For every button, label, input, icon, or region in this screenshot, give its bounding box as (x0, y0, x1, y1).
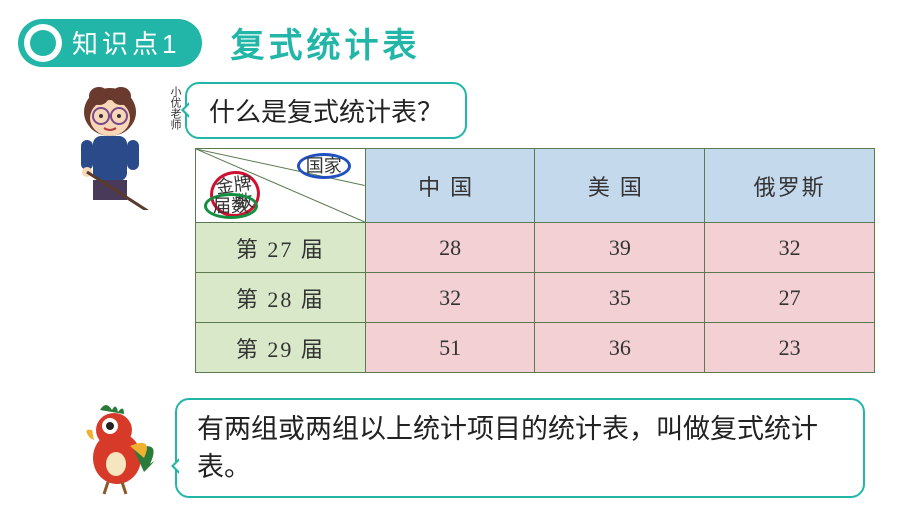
table-row: 第 28 届 32 35 27 (196, 273, 875, 323)
data-cell: 32 (705, 223, 875, 273)
teacher-icon (55, 80, 175, 210)
data-cell: 51 (365, 323, 535, 373)
table-header-row: 国家 金牌数 届数 中国 美国 俄罗斯 (196, 149, 875, 223)
col-header: 中国 (365, 149, 535, 223)
data-cell: 35 (535, 273, 705, 323)
row-header: 第 29 届 (196, 323, 366, 373)
question-text: 什么是复式统计表？ (209, 92, 443, 129)
bird-illustration (72, 400, 162, 495)
parrot-icon (72, 400, 162, 495)
corner-label-bottom: 届数 (204, 193, 258, 219)
table-row: 第 29 届 51 36 23 (196, 323, 875, 373)
knowledge-point-pill: 知识点1 (18, 19, 202, 67)
table-corner-cell: 国家 金牌数 届数 (196, 149, 366, 223)
corner-label-top: 国家 (297, 153, 351, 179)
pill-label: 知识点1 (72, 24, 180, 61)
page-title: 复式统计表 (230, 18, 420, 67)
table-row: 第 27 届 28 39 32 (196, 223, 875, 273)
table: 国家 金牌数 届数 中国 美国 俄罗斯 第 27 届 28 39 32 第 28… (195, 148, 875, 373)
pill-circle-icon (24, 24, 62, 62)
row-header: 第 27 届 (196, 223, 366, 273)
data-cell: 28 (365, 223, 535, 273)
definition-text: 有两组或两组以上统计项目的统计表，叫做复式统计表。 (197, 410, 843, 486)
data-cell: 23 (705, 323, 875, 373)
teacher-illustration: 小优老师 (55, 80, 175, 210)
data-cell: 32 (365, 273, 535, 323)
data-cell: 39 (535, 223, 705, 273)
definition-bubble: 有两组或两组以上统计项目的统计表，叫做复式统计表。 (175, 398, 865, 498)
col-header: 俄罗斯 (705, 149, 875, 223)
data-cell: 27 (705, 273, 875, 323)
question-bubble: 什么是复式统计表？ (185, 82, 467, 139)
statistics-table: 国家 金牌数 届数 中国 美国 俄罗斯 第 27 届 28 39 32 第 28… (195, 148, 875, 373)
col-header: 美国 (535, 149, 705, 223)
row-header: 第 28 届 (196, 273, 366, 323)
data-cell: 36 (535, 323, 705, 373)
header: 知识点1 复式统计表 (18, 18, 420, 67)
